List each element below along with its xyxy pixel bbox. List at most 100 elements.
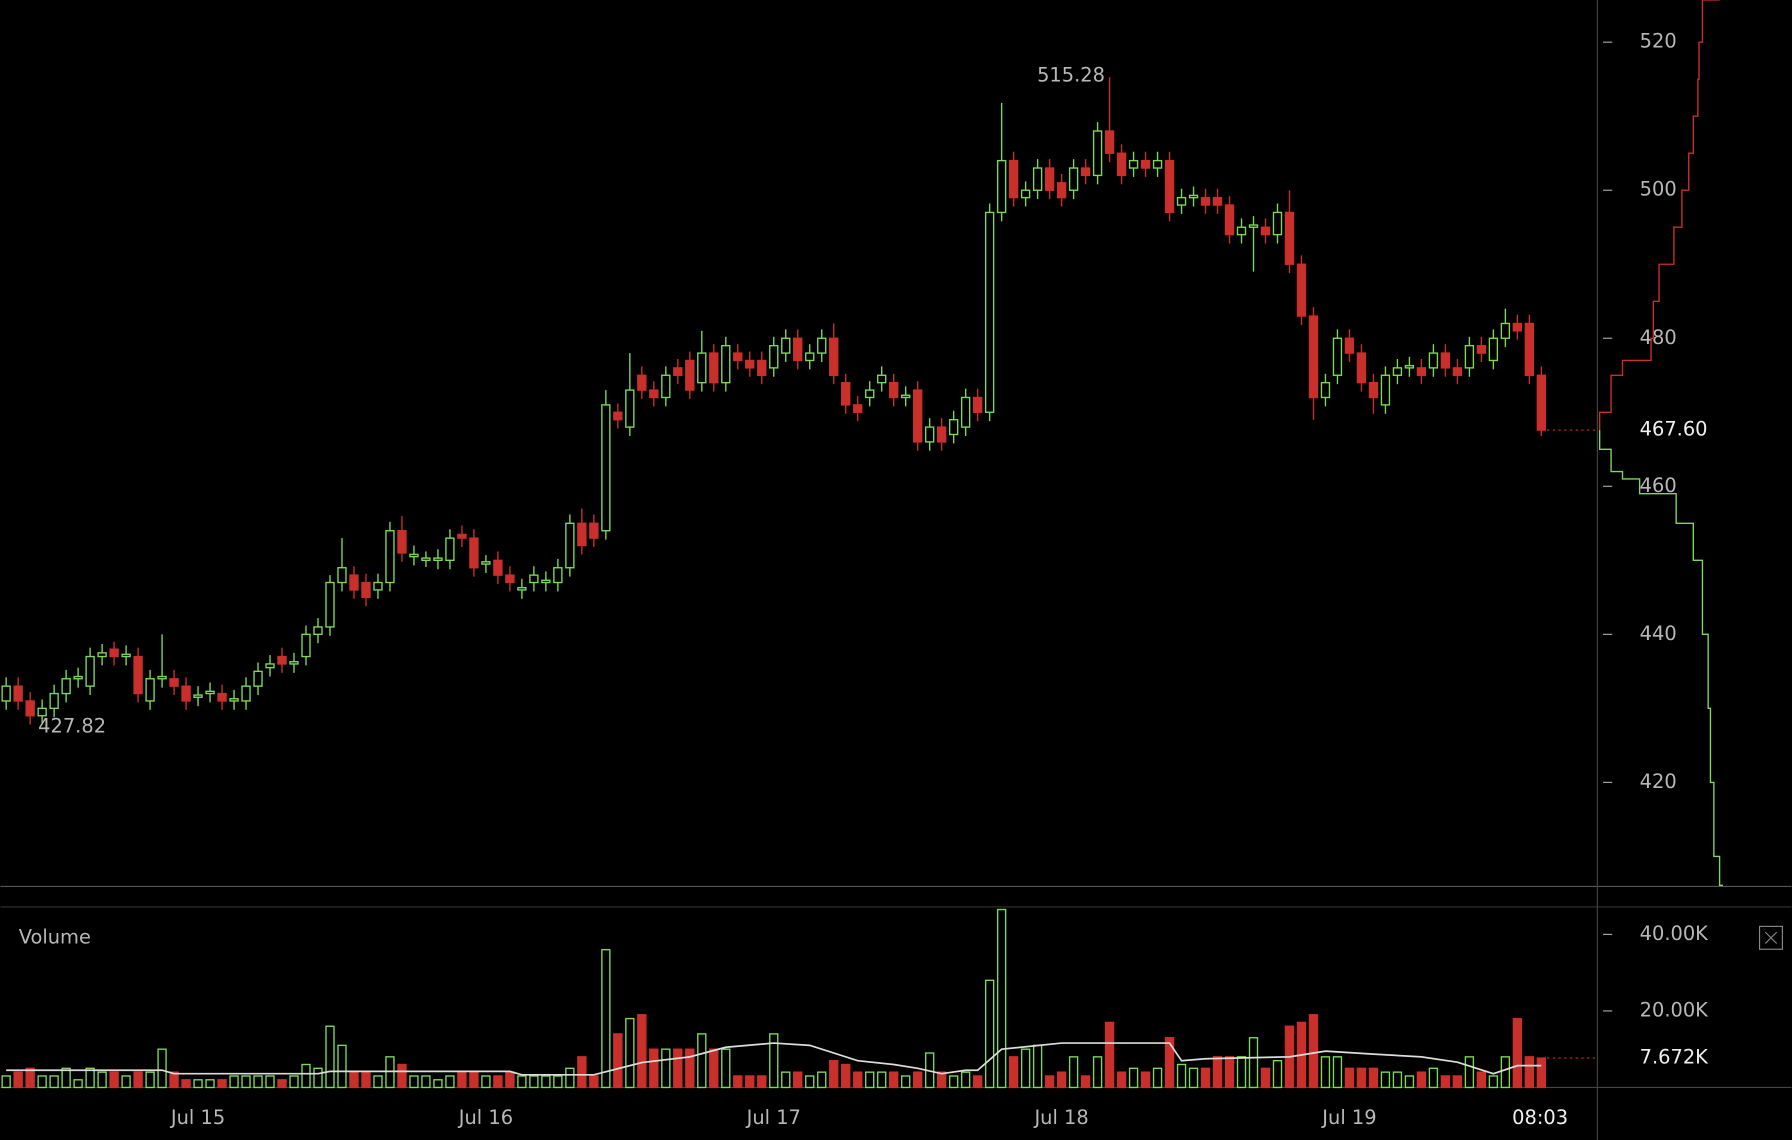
close-icon[interactable] (1764, 931, 1778, 944)
volume-bar (553, 1075, 563, 1089)
volume-bar (1344, 1067, 1355, 1089)
candle-body (901, 394, 911, 399)
volume-bar (1, 1075, 11, 1089)
volume-bar (901, 1075, 911, 1089)
close-button[interactable] (1758, 925, 1783, 950)
candle-body (325, 581, 335, 628)
volume-bar (1128, 1067, 1139, 1089)
candle-body (1152, 159, 1163, 169)
volume-bar (697, 1033, 707, 1089)
volume-bar (1488, 1075, 1499, 1089)
candle-body (1248, 224, 1259, 228)
candle-body (301, 633, 311, 658)
volume-bar (912, 1071, 923, 1089)
candle-body (25, 700, 35, 717)
volume-bar (1512, 1017, 1523, 1089)
candle-body (1500, 322, 1511, 339)
candle-body (709, 352, 719, 384)
candle-body (1116, 152, 1127, 177)
volume-bar (996, 908, 1007, 1089)
volume-bar (421, 1075, 431, 1089)
candle-body (1380, 374, 1391, 406)
candle-body (145, 678, 155, 702)
volume-bar (13, 1071, 23, 1089)
candle-body (613, 411, 623, 421)
candle-body (865, 389, 875, 399)
candle-body (505, 574, 515, 584)
candle-body (1032, 167, 1043, 191)
candle-body (984, 211, 995, 413)
candle-body (793, 337, 803, 362)
volume-bar (433, 1079, 443, 1089)
candle-body (85, 655, 95, 687)
candle-body (457, 533, 467, 539)
volume-bar (745, 1075, 755, 1089)
volume-bar (133, 1071, 143, 1089)
x-tick-label: 08:03 (1512, 1106, 1568, 1129)
candle-body (829, 337, 839, 376)
volume-bar (817, 1071, 827, 1089)
volume-bar (972, 1075, 983, 1089)
volume-bar (181, 1079, 191, 1089)
candle-body (265, 663, 275, 669)
candle-body (1224, 204, 1235, 236)
candle-body (757, 359, 767, 376)
volume-bar (1452, 1075, 1463, 1089)
volume-bar (1212, 1056, 1223, 1089)
volume-bar (1044, 1075, 1055, 1089)
volume-bar (1200, 1067, 1211, 1089)
volume-bar (97, 1071, 107, 1089)
candle-body (1056, 182, 1067, 199)
volume-bar (337, 1044, 347, 1089)
candle-body (217, 692, 227, 702)
volume-bar (1524, 1056, 1535, 1089)
candle-body (625, 389, 635, 428)
candle-body (1104, 130, 1115, 154)
volume-bar (1056, 1071, 1067, 1089)
candle-body (1176, 196, 1187, 206)
candle-body (157, 675, 167, 680)
volume-bar (301, 1063, 311, 1089)
candle-body (1260, 226, 1271, 236)
candle-body (948, 419, 959, 436)
last-volume-label: 7.672K (1640, 1046, 1710, 1069)
candle-body (1020, 189, 1031, 199)
candle-body (721, 344, 731, 384)
volume-bar (505, 1071, 515, 1089)
candle-body (565, 522, 575, 569)
volume-bar (1224, 1056, 1235, 1089)
x-tick-label: Jul 17 (746, 1106, 801, 1129)
y-tick-label: 20.00K (1640, 998, 1710, 1021)
volume-bar (289, 1075, 299, 1089)
depth-bids (1598, 430, 1724, 886)
candle-body (529, 574, 539, 584)
last-price-label: 467.60 (1640, 418, 1708, 441)
volume-bar (1164, 1037, 1175, 1089)
candle-body (241, 685, 251, 702)
candle-body (349, 574, 359, 591)
volume-bar (685, 1048, 695, 1089)
volume-bar (1368, 1067, 1379, 1089)
volume-bar (1392, 1071, 1403, 1089)
candle-body (1332, 337, 1343, 376)
volume-bar (721, 1048, 731, 1089)
candle-body (205, 690, 215, 695)
x-tick-label: Jul 16 (458, 1106, 513, 1129)
y-tick-label: 500 (1640, 178, 1677, 201)
candle-body (1464, 344, 1475, 369)
volume-bar (1176, 1063, 1187, 1089)
volume-bar (1308, 1014, 1319, 1089)
volume-bar (493, 1075, 503, 1089)
candle-body (673, 367, 683, 376)
candle-body (1452, 367, 1463, 376)
volume-bar (613, 1033, 623, 1089)
volume-bar (469, 1071, 479, 1089)
candle-body (1080, 167, 1091, 177)
volume-bar (1440, 1075, 1451, 1089)
volume-bar (409, 1075, 419, 1089)
close-box[interactable] (1758, 925, 1783, 950)
candle-body (193, 694, 203, 698)
candle-body (133, 655, 143, 695)
